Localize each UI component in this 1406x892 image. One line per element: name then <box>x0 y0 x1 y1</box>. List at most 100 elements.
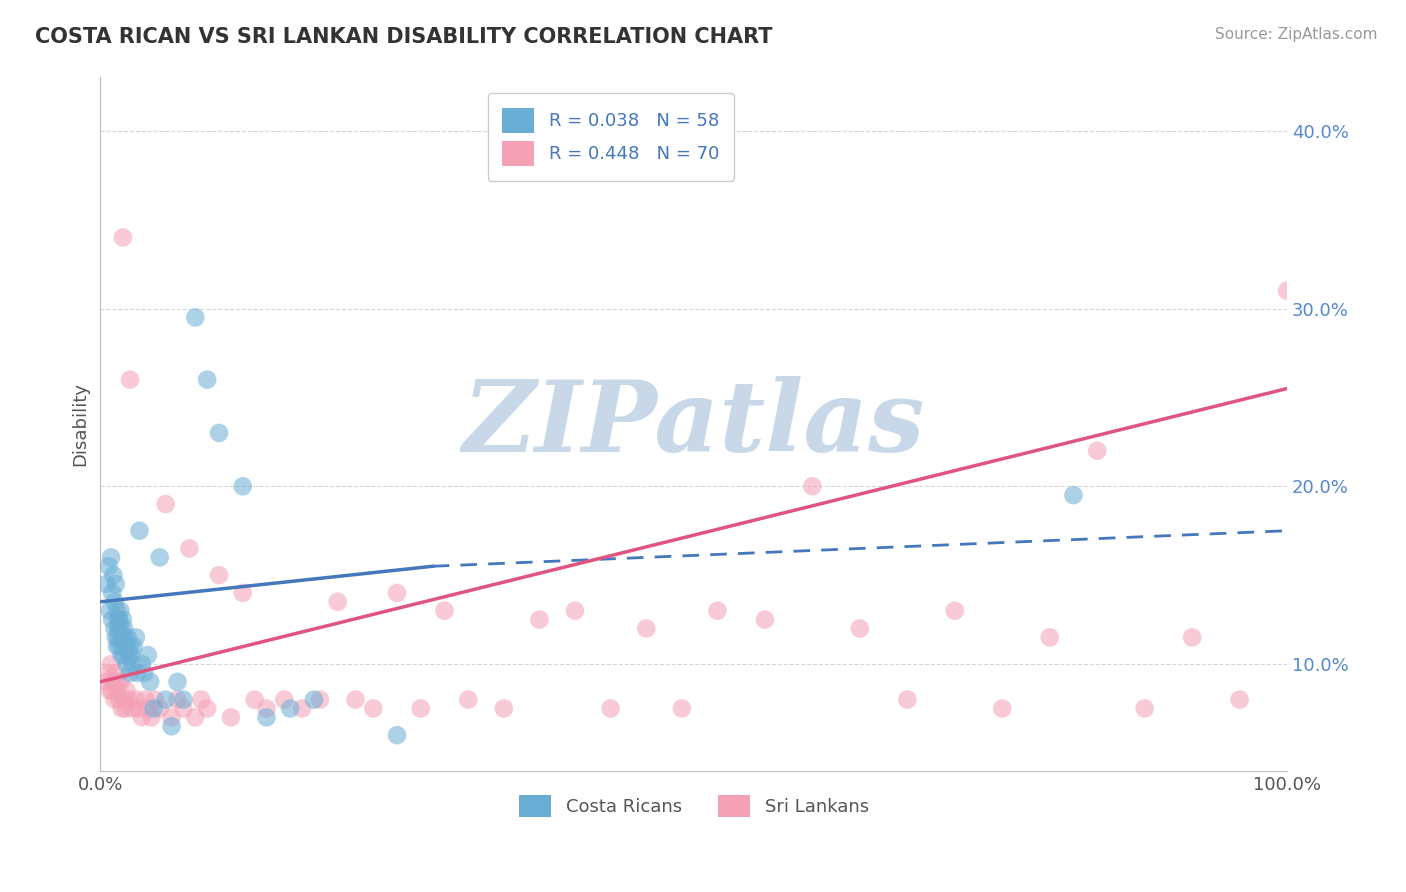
Point <box>105 640 128 654</box>
Point <box>114 701 136 715</box>
Point <box>105 604 128 618</box>
Point <box>118 665 141 680</box>
Point <box>492 701 515 715</box>
Legend: Costa Ricans, Sri Lankans: Costa Ricans, Sri Lankans <box>512 788 876 824</box>
Point <box>991 701 1014 715</box>
Point <box>121 701 143 715</box>
Point <box>302 692 325 706</box>
Point <box>131 657 153 671</box>
Point <box>291 701 314 715</box>
Point <box>409 701 432 715</box>
Point <box>142 701 165 715</box>
Point <box>136 701 159 715</box>
Point <box>111 230 134 244</box>
Point <box>103 568 125 582</box>
Point <box>190 692 212 706</box>
Point <box>121 657 143 671</box>
Point <box>706 604 728 618</box>
Point <box>108 692 131 706</box>
Point <box>896 692 918 706</box>
Point <box>118 648 141 662</box>
Point <box>363 701 385 715</box>
Point <box>208 568 231 582</box>
Y-axis label: Disability: Disability <box>72 382 89 466</box>
Point <box>111 648 134 662</box>
Point <box>122 640 145 654</box>
Point <box>155 497 177 511</box>
Point <box>172 701 194 715</box>
Text: Source: ZipAtlas.com: Source: ZipAtlas.com <box>1215 27 1378 42</box>
Point <box>108 640 131 654</box>
Point <box>141 710 163 724</box>
Point <box>232 479 254 493</box>
Point <box>105 683 128 698</box>
Point <box>104 631 127 645</box>
Point <box>256 710 278 724</box>
Point <box>273 692 295 706</box>
Point <box>111 631 134 645</box>
Point <box>97 559 120 574</box>
Point <box>309 692 332 706</box>
Point <box>103 674 125 689</box>
Text: COSTA RICAN VS SRI LANKAN DISABILITY CORRELATION CHART: COSTA RICAN VS SRI LANKAN DISABILITY COR… <box>35 27 773 46</box>
Point <box>108 613 131 627</box>
Point <box>104 622 127 636</box>
Point <box>195 373 218 387</box>
Point <box>111 640 134 654</box>
Point <box>1275 284 1298 298</box>
Point <box>125 631 148 645</box>
Point <box>125 692 148 706</box>
Point <box>112 692 135 706</box>
Point <box>149 701 172 715</box>
Point <box>184 310 207 325</box>
Point <box>104 577 127 591</box>
Point <box>457 692 479 706</box>
Point <box>564 604 586 618</box>
Point <box>1133 701 1156 715</box>
Point <box>127 665 149 680</box>
Point <box>636 622 658 636</box>
Point <box>128 524 150 538</box>
Point <box>943 604 966 618</box>
Point <box>101 683 124 698</box>
Point <box>599 701 621 715</box>
Point <box>112 622 135 636</box>
Point <box>118 692 141 706</box>
Point <box>101 586 124 600</box>
Point <box>98 604 121 618</box>
Text: ZIPatlas: ZIPatlas <box>463 376 925 473</box>
Point <box>179 541 201 556</box>
Point <box>107 631 129 645</box>
Point <box>112 648 135 662</box>
Point <box>184 710 207 724</box>
Point <box>115 640 138 654</box>
Point <box>104 595 127 609</box>
Point <box>115 657 138 671</box>
Point <box>278 701 301 715</box>
Point <box>134 692 156 706</box>
Point <box>118 640 141 654</box>
Point <box>110 622 132 636</box>
Point <box>149 550 172 565</box>
Point <box>110 674 132 689</box>
Point <box>1039 631 1062 645</box>
Point <box>754 613 776 627</box>
Point <box>96 674 118 689</box>
Point <box>98 683 121 698</box>
Point <box>134 665 156 680</box>
Point <box>127 701 149 715</box>
Point <box>232 586 254 600</box>
Point <box>671 701 693 715</box>
Point <box>131 710 153 724</box>
Point <box>118 373 141 387</box>
Point <box>1181 631 1204 645</box>
Point <box>1062 488 1084 502</box>
Point <box>143 692 166 706</box>
Point <box>160 710 183 724</box>
Point <box>110 604 132 618</box>
Point <box>256 701 278 715</box>
Point <box>111 613 134 627</box>
Point <box>100 550 122 565</box>
Point <box>97 665 120 680</box>
Point <box>1229 692 1251 706</box>
